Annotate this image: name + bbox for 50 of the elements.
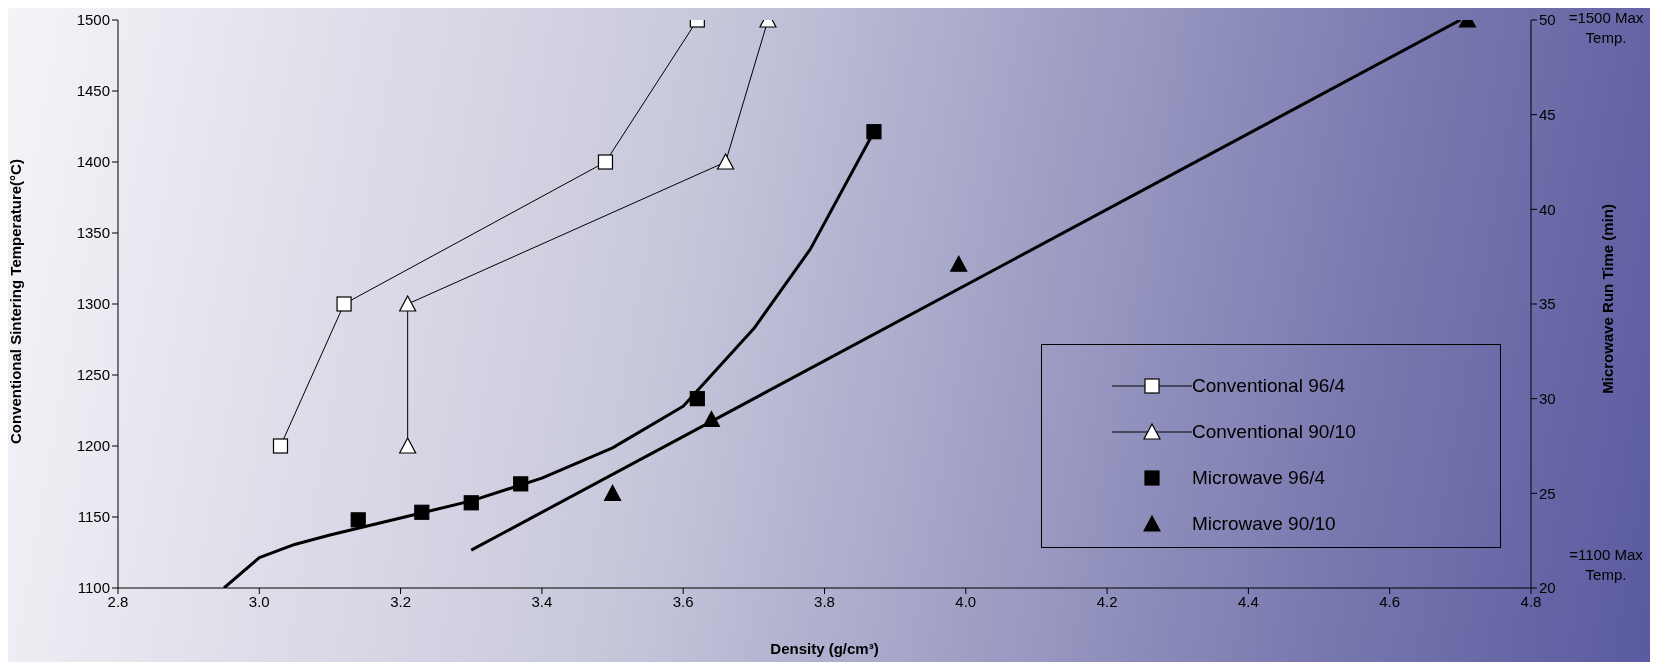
- legend-label: Conventional 96/4: [1192, 375, 1346, 397]
- y-tick-label: 1100: [77, 579, 110, 597]
- x-tick-label: 3.2: [390, 592, 412, 610]
- point: [597, 154, 614, 170]
- x-tick-label: 3.8: [814, 592, 835, 610]
- x-tick-label: 4.2: [1096, 592, 1118, 610]
- y-tick-label: 1400: [76, 153, 110, 171]
- y-tick-label: 1150: [77, 508, 110, 526]
- x-tick-label: 3.0: [248, 592, 270, 610]
- legend-label: Conventional 90/10: [1192, 421, 1356, 443]
- x-axis-title: Density (g/cm³): [770, 640, 879, 657]
- y-tick-label: 1200: [76, 437, 110, 455]
- point: [463, 495, 479, 511]
- y-axis-title: Conventional Sintering Temperature(°C): [7, 159, 25, 444]
- y-tick-label: 1300: [76, 295, 110, 313]
- point: [603, 484, 622, 501]
- y2-tick-label: 45: [1539, 105, 1556, 123]
- point: [513, 476, 529, 492]
- point: [350, 512, 366, 528]
- point: [399, 295, 417, 312]
- point: [336, 296, 352, 312]
- y2-tick-label: 30: [1539, 389, 1556, 407]
- point: [689, 391, 705, 407]
- point: [702, 410, 721, 428]
- text: =1500 Max Temp.: [1568, 8, 1644, 48]
- legend-label: Microwave 90/10: [1192, 513, 1336, 535]
- x-tick-label: 4.6: [1379, 592, 1401, 610]
- y2-axis-title: Microwave Run Time (min): [1599, 204, 1617, 394]
- y-tick-label: 1450: [76, 82, 110, 100]
- x-tick-label: 2.8: [107, 592, 129, 610]
- point: [399, 437, 417, 454]
- y-tick-label: 1250: [76, 366, 110, 384]
- y2-tick-label: 40: [1539, 200, 1556, 218]
- x-tick-label: 4.8: [1520, 592, 1542, 610]
- y-tick-label: 1350: [76, 224, 110, 242]
- y2-tick-label: 50: [1539, 11, 1556, 29]
- legend-label: Microwave 96/4: [1192, 467, 1326, 489]
- x-tick-label: 4.0: [955, 592, 977, 610]
- y2-tick-label: 25: [1539, 484, 1556, 502]
- x-tick-label: 3.6: [672, 592, 694, 610]
- y-tick-label: 1500: [76, 11, 110, 29]
- point: [414, 504, 430, 520]
- y2-tick-label: 35: [1539, 295, 1556, 313]
- x-tick-label: 4.4: [1237, 592, 1259, 610]
- point: [272, 438, 289, 454]
- x-tick-label: 3.4: [531, 592, 553, 610]
- text: =1100 Max Temp.: [1568, 545, 1644, 585]
- point: [866, 124, 882, 140]
- point: [950, 255, 968, 272]
- y2-tick-label: 20: [1539, 579, 1556, 597]
